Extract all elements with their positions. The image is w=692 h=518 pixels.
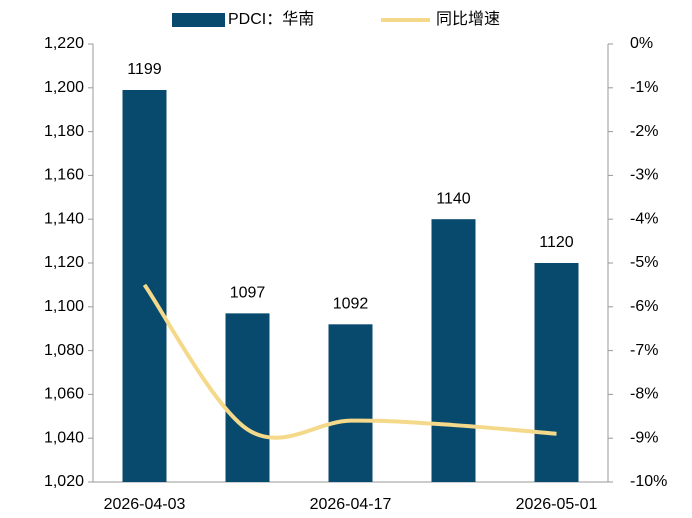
- line: [142, 283, 557, 440]
- y2-tick-label: -7%: [630, 342, 658, 359]
- data-label: 1140: [436, 190, 471, 207]
- data-label: 1199: [127, 61, 162, 78]
- y2-tick-label: -10%: [630, 473, 667, 490]
- y-tick-label: 1,140: [44, 210, 84, 227]
- bar: [534, 263, 579, 482]
- y-tick-label: 1,120: [44, 254, 84, 271]
- y2-tick-label: -5%: [630, 254, 658, 271]
- y-tick-label: 1,020: [44, 473, 84, 490]
- y2-tick-label: 0%: [630, 35, 653, 52]
- y2-tick-label: -2%: [630, 123, 658, 140]
- y-tick-label: 1,160: [44, 167, 84, 184]
- legend-label: PDCI：华南: [228, 10, 314, 28]
- bar: [225, 313, 270, 482]
- bar: [431, 219, 476, 482]
- x-tick-label: 2026-04-03: [104, 496, 186, 513]
- x-tick-label: 2026-04-17: [310, 496, 392, 513]
- y-tick-label: 1,080: [44, 342, 84, 359]
- y-tick-label: 1,220: [44, 35, 84, 52]
- y2-tick-label: -3%: [630, 167, 658, 184]
- y2-tick-label: -8%: [630, 386, 658, 403]
- y2-tick-label: -1%: [630, 79, 658, 96]
- data-label: 1120: [539, 234, 574, 251]
- y-tick-label: 1,180: [44, 123, 84, 140]
- data-label: 1097: [230, 285, 266, 302]
- y-tick-label: 1,100: [44, 298, 84, 315]
- y2-tick-label: -6%: [630, 298, 658, 315]
- x-tick-label: 2026-05-01: [516, 496, 598, 513]
- y-tick-label: 1,060: [44, 386, 84, 403]
- data-label: 1092: [333, 296, 369, 313]
- bar: [328, 324, 373, 482]
- y-tick-label: 1,200: [44, 79, 84, 96]
- y2-tick-label: -4%: [630, 210, 658, 227]
- y-tick-label: 1,040: [44, 429, 84, 446]
- legend-label: 同比增速: [436, 10, 500, 28]
- legend-swatch: [172, 13, 225, 27]
- y2-tick-label: -9%: [630, 429, 658, 446]
